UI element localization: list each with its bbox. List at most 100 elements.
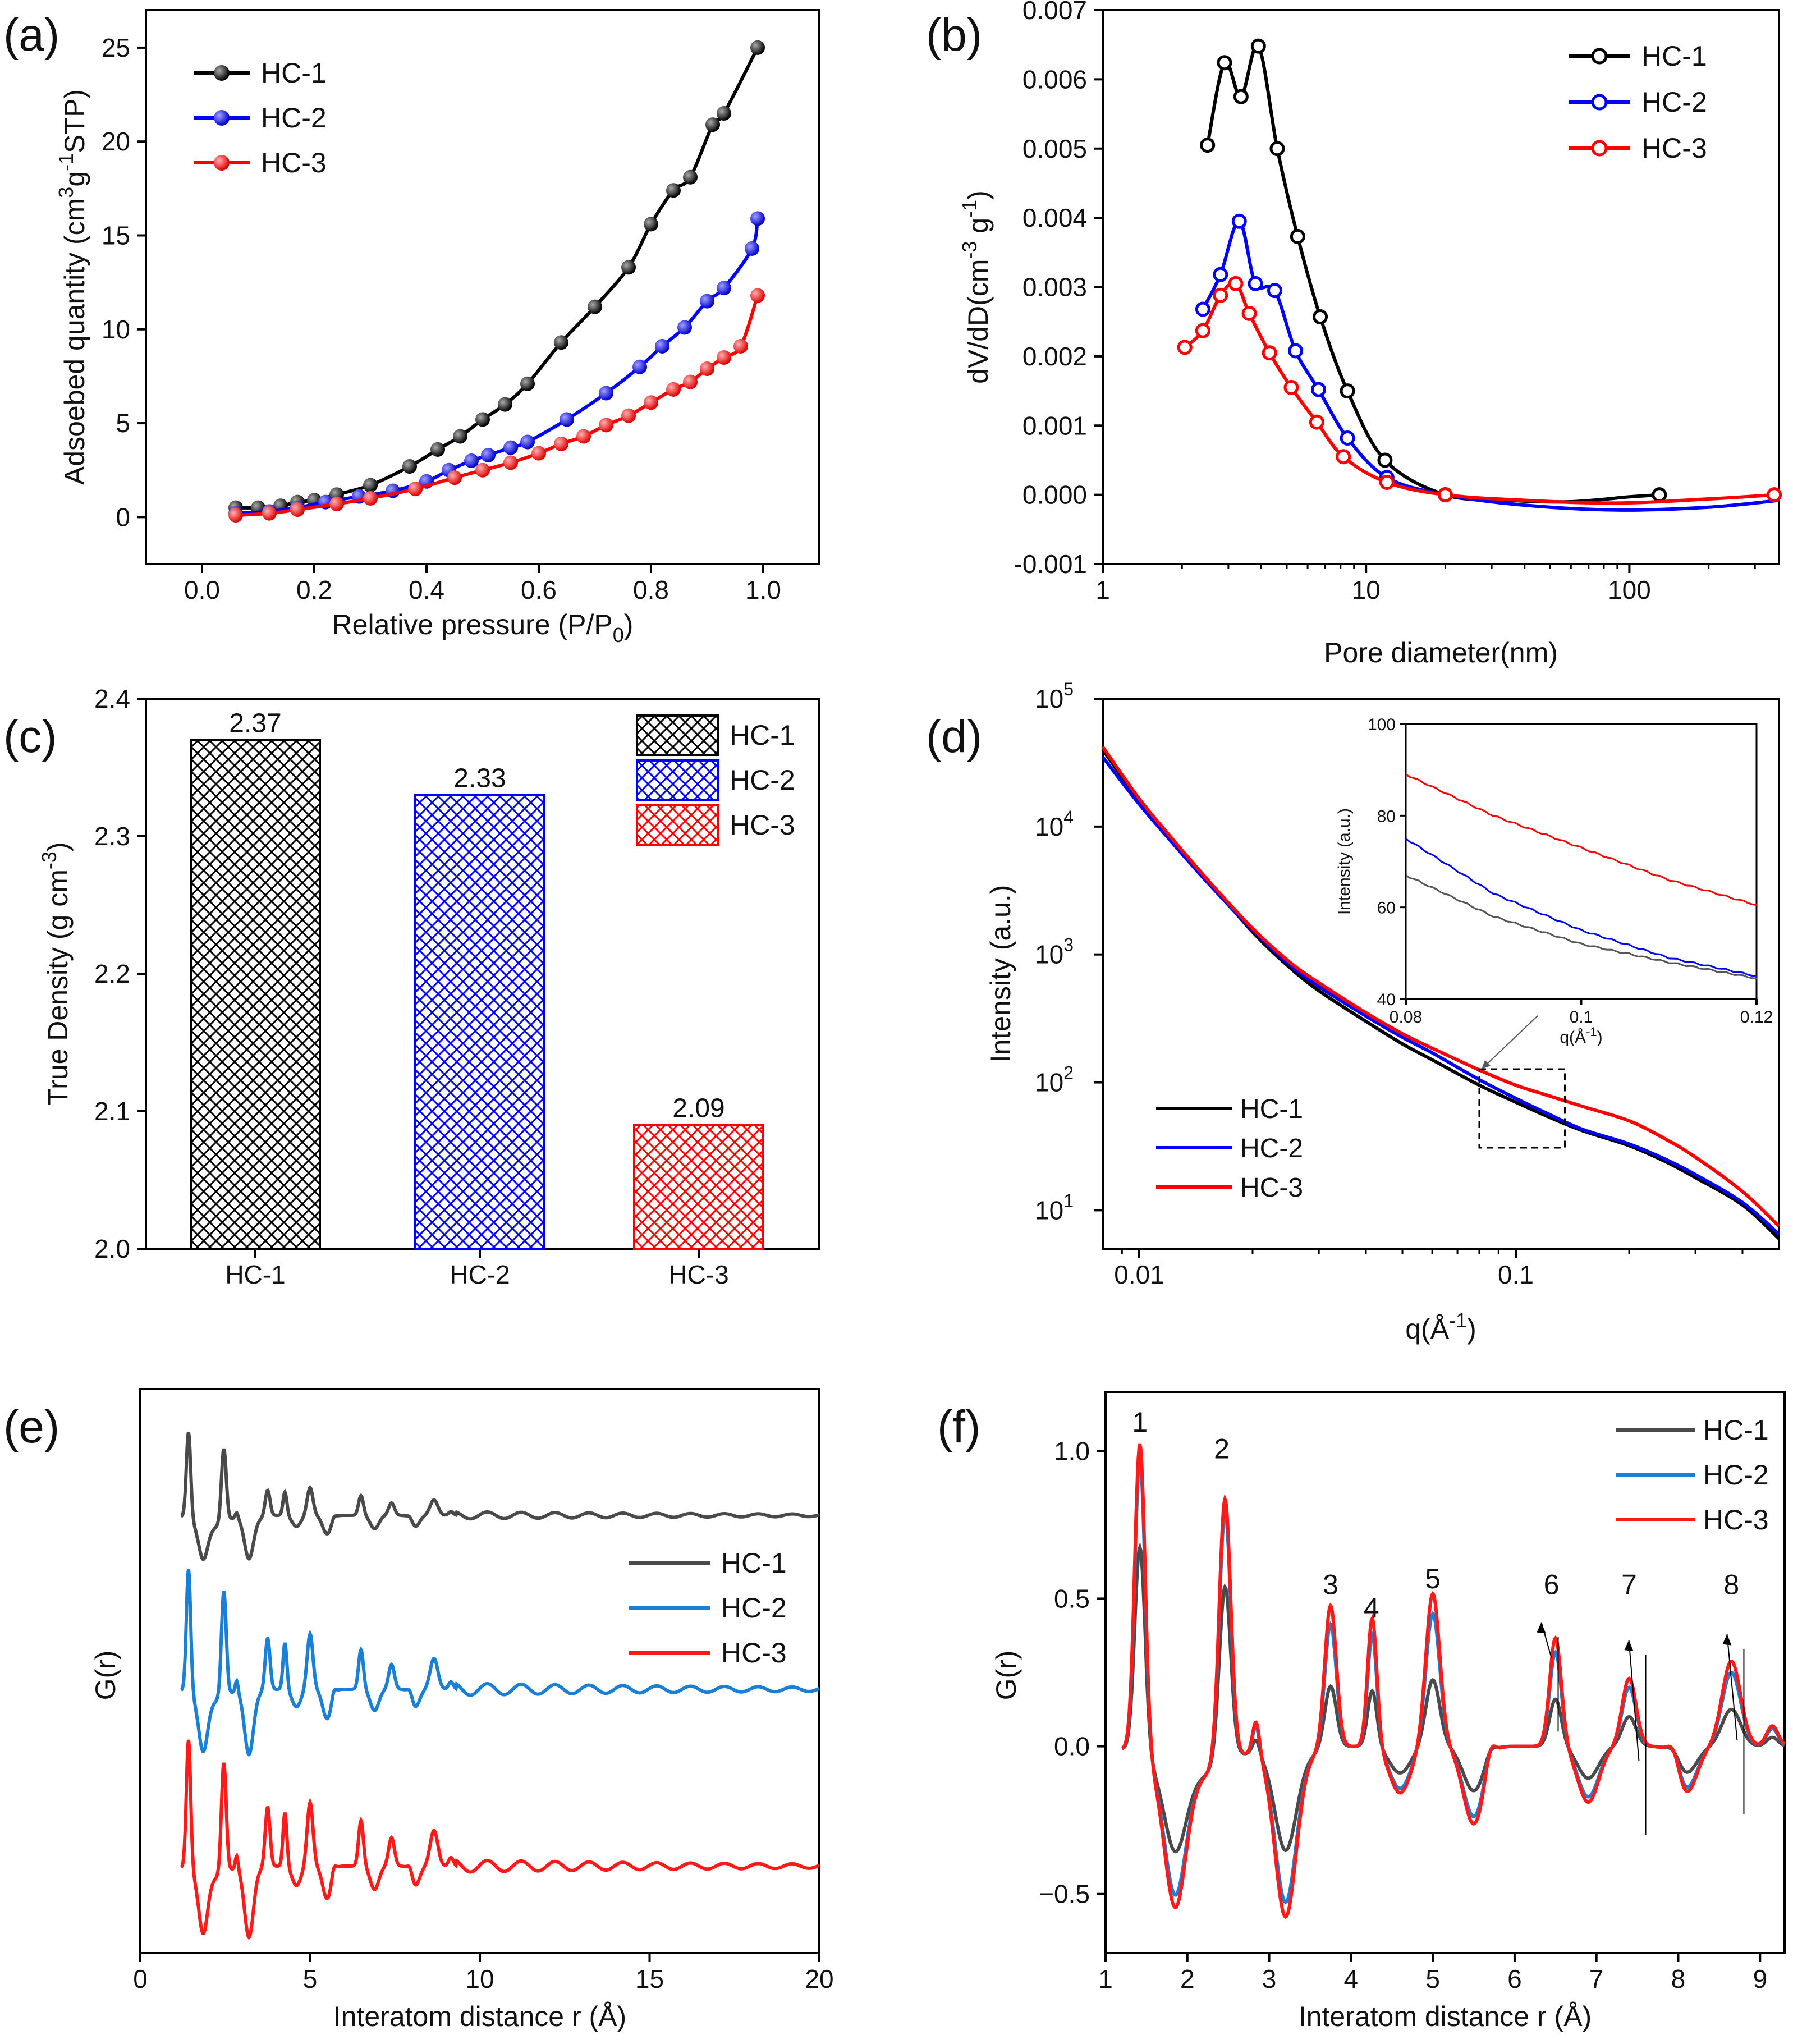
- f-frame: [1104, 1391, 1786, 1954]
- c-bar-value-label: 2.37: [229, 709, 281, 739]
- a-point-HC-1: [453, 429, 467, 444]
- a-point-HC-2: [464, 453, 479, 468]
- a-point-HC-1: [705, 117, 720, 132]
- e-legend-label-HC-1: HC-1: [721, 1547, 787, 1579]
- a-legend-label-HC-1: HC-1: [261, 57, 327, 89]
- d-inset-x-axis-label: q(Å-1): [1560, 1025, 1602, 1047]
- d-y-axis-label: Intensity (a.u.): [985, 885, 1016, 1063]
- b-point-HC-1: [1269, 141, 1285, 157]
- d-inset-series-line-HC-1: [1405, 874, 1757, 979]
- d-ytick-label: 105: [1035, 679, 1074, 713]
- panel-e: (e) 0 5 10 15 20 Interatom distance r (Å) G(r) H…: [3, 1388, 834, 2032]
- f-xtick-label: 7: [1589, 1964, 1604, 1993]
- b-point-HC-3: [1262, 345, 1277, 361]
- a-frame: [145, 9, 820, 565]
- c-bar-HC-2: [414, 794, 545, 1250]
- b-point-HC-3: [1379, 474, 1395, 490]
- b-point-HC-3: [1283, 379, 1299, 395]
- f-xtick-label: 5: [1425, 1964, 1440, 1993]
- a-point-HC-2: [481, 447, 496, 462]
- d-inset-ytick-label: 60: [1377, 899, 1396, 918]
- f-x-axis-label: Interatom distance r (Å): [1299, 2001, 1592, 2032]
- b-point-HC-3: [1336, 449, 1351, 465]
- b-point-HC-3: [1195, 323, 1210, 338]
- a-xtick-label: 0.2: [296, 575, 332, 604]
- a-point-HC-2: [599, 386, 613, 401]
- b-point-HC-2: [1340, 430, 1355, 446]
- a-point-HC-3: [503, 455, 518, 470]
- a-legend-marker-HC-2: [214, 110, 230, 126]
- a-xtick-label: 0.8: [633, 575, 669, 604]
- b-point-HC-2: [1267, 283, 1282, 299]
- a-point-HC-2: [717, 281, 731, 296]
- a-point-HC-3: [262, 506, 277, 521]
- b-point-HC-3: [1177, 340, 1193, 355]
- c-xtick-label: HC-1: [225, 1260, 285, 1289]
- b-point-HC-1: [1313, 309, 1328, 325]
- f-xtick-label: 1: [1098, 1964, 1113, 1993]
- a-point-HC-2: [745, 241, 759, 256]
- panel-label-c: (c): [3, 711, 57, 762]
- a-legend-label-HC-3: HC-3: [261, 147, 327, 178]
- a-point-HC-3: [700, 361, 714, 377]
- c-ytick-label: 2.0: [94, 1234, 130, 1263]
- f-ytick-label: −0.5: [1039, 1880, 1090, 1909]
- e-legend-label-HC-3: HC-3: [721, 1637, 787, 1669]
- f-xtick-label: 8: [1671, 1964, 1686, 1993]
- a-legend-marker-HC-3: [214, 155, 230, 171]
- panel-label-e: (e): [3, 1401, 59, 1452]
- b-point-HC-3: [1437, 487, 1453, 503]
- d-inset-series-line-HC-3: [1405, 773, 1757, 906]
- a-point-HC-1: [621, 260, 636, 275]
- d-legend-label-HC-3: HC-3: [1240, 1173, 1303, 1203]
- f-ytick-label: 1.0: [1054, 1436, 1090, 1465]
- d-frame: [1102, 698, 1780, 1250]
- d-inset-xtick-label: 0.1: [1570, 1008, 1593, 1026]
- a-point-HC-2: [750, 211, 765, 226]
- c-legend-swatch-HC-1: [636, 714, 719, 756]
- b-point-HC-3: [1228, 276, 1244, 291]
- a-xtick-label: 1.0: [745, 575, 781, 604]
- a-point-HC-2: [560, 412, 574, 427]
- a-point-HC-3: [329, 496, 344, 511]
- a-point-HC-3: [408, 482, 423, 497]
- c-xtick-label: HC-2: [450, 1260, 510, 1289]
- b-point-HC-1: [1652, 487, 1667, 503]
- e-xtick-label: 5: [303, 1964, 318, 1993]
- b-xtick-label: 100: [1608, 575, 1651, 604]
- a-point-HC-1: [588, 299, 602, 314]
- f-peak-arrowhead: [1722, 1634, 1732, 1646]
- d-ytick-label: 104: [1035, 807, 1074, 841]
- a-ytick-label: 25: [102, 33, 130, 62]
- a-point-HC-3: [576, 429, 591, 444]
- a-point-HC-1: [498, 397, 512, 412]
- a-series-line-HC-2: [235, 218, 759, 515]
- b-point-HC-2: [1248, 276, 1263, 291]
- b-point-HC-2: [1288, 343, 1304, 359]
- a-ytick-label: 15: [102, 221, 130, 250]
- a-xtick-label: 0.0: [184, 575, 220, 604]
- f-peak-arrowhead: [1624, 1640, 1634, 1652]
- a-point-HC-1: [717, 106, 731, 121]
- d-xtick-label: 0.01: [1114, 1260, 1164, 1289]
- b-point-HC-3: [1241, 305, 1257, 321]
- f-ytick-label: 0.5: [1054, 1584, 1090, 1613]
- c-legend-swatch-HC-3: [636, 804, 719, 846]
- b-point-HC-3: [1213, 287, 1228, 303]
- d-x-axis-label: q(Å-1): [1405, 1309, 1476, 1345]
- b-series-line-HC-3: [1184, 281, 1774, 505]
- b-point-HC-3: [1767, 487, 1782, 503]
- a-point-HC-2: [700, 294, 714, 309]
- e-y-axis-label: G(r): [90, 1651, 121, 1701]
- a-point-HC-1: [644, 217, 658, 232]
- b-point-HC-2: [1311, 382, 1327, 397]
- c-bar-HC-3: [633, 1124, 764, 1250]
- b-legend-label-HC-2: HC-2: [1641, 86, 1707, 118]
- f-peak-label: 4: [1364, 1593, 1379, 1624]
- b-point-HC-1: [1217, 55, 1232, 71]
- d-inset-y-axis-label: Intensity (a.u.): [1335, 808, 1354, 915]
- d-inset-series-line-HC-2: [1405, 838, 1757, 977]
- a-point-HC-3: [683, 374, 698, 389]
- b-point-HC-1: [1250, 38, 1266, 54]
